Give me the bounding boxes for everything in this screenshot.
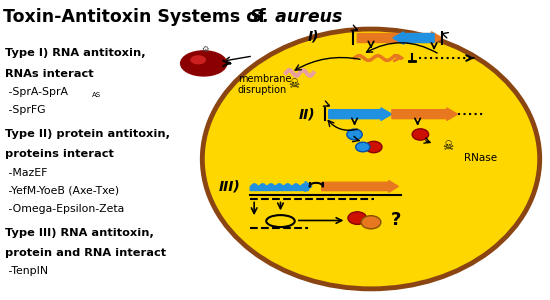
Ellipse shape bbox=[366, 141, 382, 153]
Text: Type III) RNA antitoxin,: Type III) RNA antitoxin, bbox=[5, 228, 154, 238]
Text: III): III) bbox=[219, 179, 241, 194]
Circle shape bbox=[191, 56, 205, 64]
Text: ?: ? bbox=[390, 212, 401, 230]
Text: proteins interact: proteins interact bbox=[5, 149, 114, 159]
Text: II): II) bbox=[299, 107, 315, 121]
Ellipse shape bbox=[348, 212, 367, 224]
FancyArrow shape bbox=[358, 32, 442, 44]
Text: RNAs interact: RNAs interact bbox=[5, 69, 94, 79]
Text: -MazEF: -MazEF bbox=[5, 168, 47, 178]
Text: S. aureus: S. aureus bbox=[250, 8, 343, 26]
Text: ⚙: ⚙ bbox=[201, 45, 208, 54]
Text: ☠: ☠ bbox=[442, 140, 453, 153]
Text: -Omega-Epsilon-Zeta: -Omega-Epsilon-Zeta bbox=[5, 204, 124, 214]
Text: I): I) bbox=[308, 29, 320, 44]
Text: Toxin-Antitoxin Systems of: Toxin-Antitoxin Systems of bbox=[3, 8, 272, 26]
Text: -SprA-SprA: -SprA-SprA bbox=[5, 87, 68, 97]
Text: RNase: RNase bbox=[464, 153, 497, 163]
Text: AS: AS bbox=[92, 92, 101, 98]
FancyArrow shape bbox=[393, 32, 434, 44]
Ellipse shape bbox=[202, 29, 540, 289]
FancyArrow shape bbox=[392, 108, 458, 120]
FancyArrow shape bbox=[322, 181, 398, 192]
Text: protein and RNA interact: protein and RNA interact bbox=[5, 248, 166, 258]
Text: Type II) protein antitoxin,: Type II) protein antitoxin, bbox=[5, 129, 170, 139]
Text: ☠: ☠ bbox=[289, 78, 300, 91]
FancyArrow shape bbox=[305, 182, 312, 191]
FancyArrow shape bbox=[329, 108, 392, 120]
Ellipse shape bbox=[356, 142, 370, 152]
Text: -SprFG: -SprFG bbox=[5, 105, 46, 115]
Text: membrane
disruption: membrane disruption bbox=[238, 74, 291, 95]
Ellipse shape bbox=[347, 129, 362, 140]
Ellipse shape bbox=[412, 129, 428, 140]
Text: -YefM-YoeB (Axe-Txe): -YefM-YoeB (Axe-Txe) bbox=[5, 186, 119, 196]
Circle shape bbox=[180, 51, 227, 76]
Text: Type I) RNA antitoxin,: Type I) RNA antitoxin, bbox=[5, 49, 146, 58]
Text: -TenpIN: -TenpIN bbox=[5, 266, 48, 277]
Ellipse shape bbox=[361, 216, 381, 229]
